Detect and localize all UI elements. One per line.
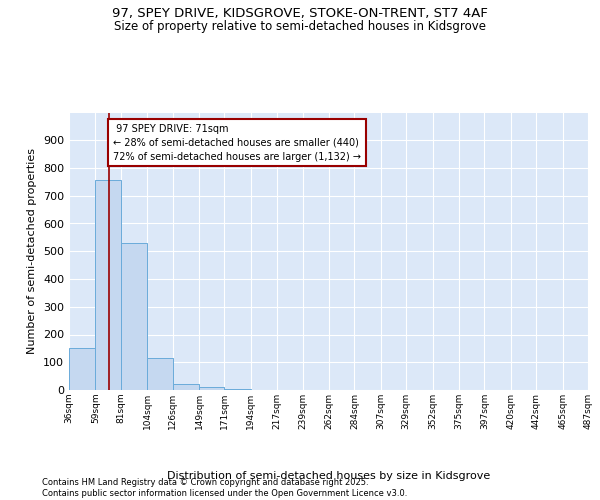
Bar	[173, 384, 199, 390]
Bar	[224, 388, 251, 390]
Bar	[95, 180, 121, 390]
Y-axis label: Number of semi-detached properties: Number of semi-detached properties	[28, 148, 37, 354]
Bar	[199, 387, 224, 390]
Text: 97, SPEY DRIVE, KIDSGROVE, STOKE-ON-TRENT, ST7 4AF: 97, SPEY DRIVE, KIDSGROVE, STOKE-ON-TREN…	[112, 8, 488, 20]
Text: Contains HM Land Registry data © Crown copyright and database right 2025.
Contai: Contains HM Land Registry data © Crown c…	[42, 478, 407, 498]
Bar	[69, 348, 95, 390]
Text: Size of property relative to semi-detached houses in Kidsgrove: Size of property relative to semi-detach…	[114, 20, 486, 33]
Bar	[121, 243, 147, 390]
Bar	[147, 358, 173, 390]
Text: 97 SPEY DRIVE: 71sqm
← 28% of semi-detached houses are smaller (440)
72% of semi: 97 SPEY DRIVE: 71sqm ← 28% of semi-detac…	[113, 124, 361, 162]
X-axis label: Distribution of semi-detached houses by size in Kidsgrove: Distribution of semi-detached houses by …	[167, 471, 490, 481]
